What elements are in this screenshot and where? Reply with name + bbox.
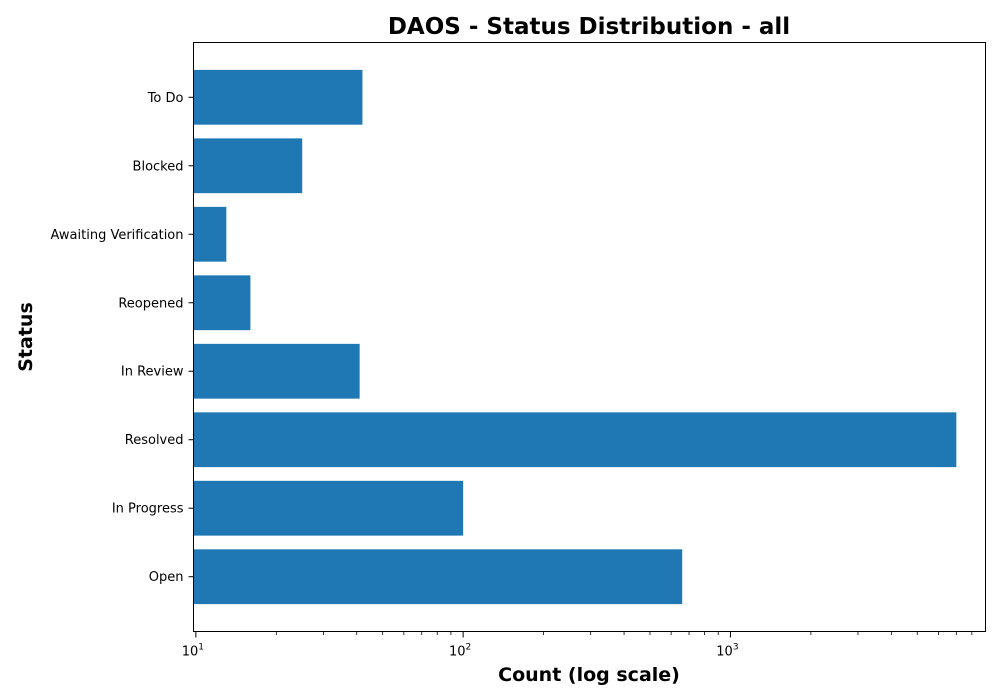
x-tick-label: 101: [182, 643, 204, 660]
bars: [193, 69, 957, 605]
plot-frame: [193, 42, 986, 632]
y-tick-label: In Progress: [112, 502, 184, 517]
x-tick-label: 102: [449, 643, 471, 660]
y-axis-ticks: Open In Progress Resolved In Review Reopened…: [51, 91, 194, 585]
y-tick-label: In Review: [121, 365, 184, 380]
bar-to-do: [193, 69, 363, 125]
y-tick-label: Awaiting Verification: [51, 228, 184, 243]
y-tick-label: To Do: [147, 91, 184, 106]
x-tick-label: 103: [716, 643, 738, 660]
bar-in-progress: [193, 480, 464, 536]
y-tick-label: Open: [149, 570, 184, 585]
x-axis-ticks: 101 102 103: [182, 631, 973, 660]
y-axis-label: Status: [15, 302, 37, 372]
bar-reopened: [193, 275, 251, 331]
bar-awaiting-verification: [193, 206, 227, 262]
y-tick-label: Reopened: [118, 296, 183, 311]
bar-blocked: [193, 138, 303, 194]
y-tick-label: Resolved: [125, 433, 184, 448]
chart-title: DAOS - Status Distribution - all: [388, 14, 790, 40]
bar-open: [193, 549, 683, 605]
x-axis-label: Count (log scale): [498, 664, 680, 686]
y-tick-label: Blocked: [133, 159, 184, 174]
bar-resolved: [193, 412, 957, 468]
bar-in-review: [193, 343, 360, 399]
